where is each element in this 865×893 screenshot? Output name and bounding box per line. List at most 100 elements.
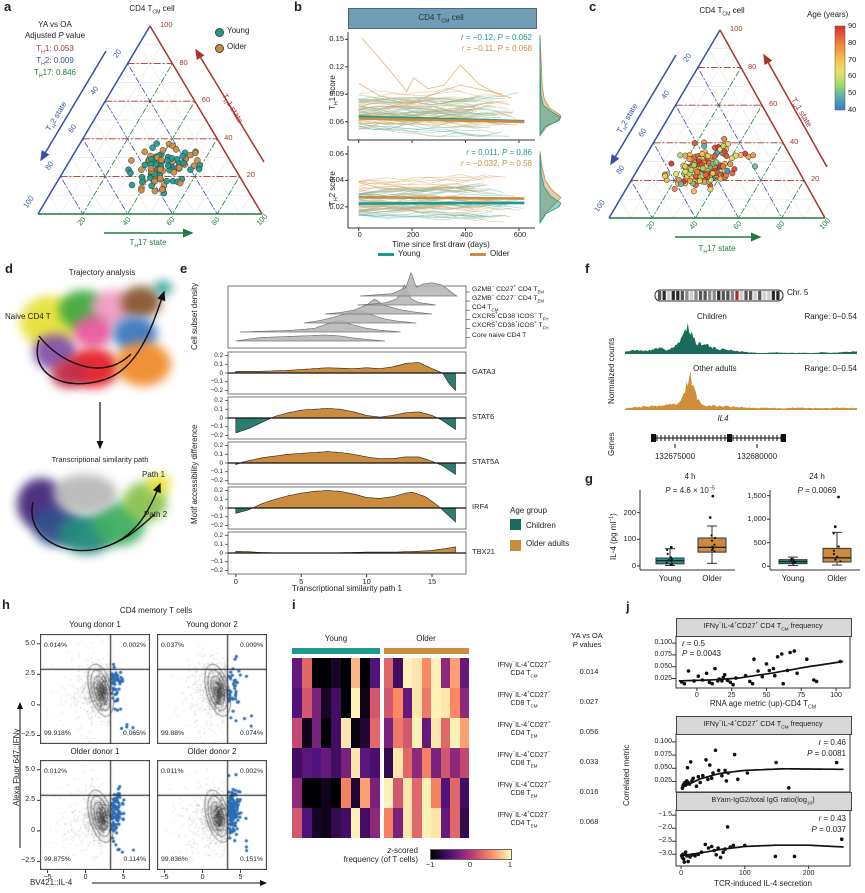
stat-th2: TH2: 0.009	[36, 56, 74, 68]
track-range-other-adults: Range: 0–0.54	[804, 364, 858, 373]
heatmap-cell	[370, 718, 381, 748]
quadrant-ll: 99.918%	[44, 730, 71, 737]
heatmap-cell	[440, 718, 451, 748]
y-tick: 0.050	[654, 662, 672, 670]
heatmap-cell	[402, 808, 413, 838]
tick-th1: 60	[201, 95, 211, 105]
legend-label-older: Older	[227, 42, 247, 51]
heatmap-cell	[301, 688, 313, 718]
heatmap-cell	[321, 808, 332, 838]
x-tick: 0	[83, 874, 88, 881]
x-label-3: TCR-induced IL-4 secretion	[714, 879, 812, 888]
heatmap-cell	[311, 658, 322, 688]
heatmap-cell	[431, 658, 442, 688]
heatmap-cell	[350, 748, 361, 778]
flow-plot-young-donor-2	[157, 634, 267, 744]
y-tick: −0.2	[210, 522, 223, 529]
y-tick: 0.2	[214, 352, 223, 359]
x-tick: −5	[43, 874, 52, 881]
x-tick: 50	[762, 692, 771, 699]
plot-title: CD4 TCM cell	[129, 4, 175, 16]
stat-p-2: P = 0.0081	[807, 749, 846, 758]
y-tick: 0.06	[329, 148, 344, 158]
heatmap-cell	[431, 778, 442, 808]
quadrant-lr: 0.114%	[123, 856, 146, 863]
stat-r-2: r = 0.46	[818, 738, 846, 747]
x-tick: 0	[357, 230, 362, 239]
panel-letter-g: g	[585, 471, 593, 486]
header-1	[676, 618, 852, 637]
panel-h: h CD4 memory T cells Young donor 1 Young…	[0, 597, 272, 893]
panel-letter-c: c	[589, 0, 597, 14]
boxplots	[637, 490, 860, 571]
header-2-text: IFNγ−IL-4+CD27+ CD4 TCM frequency	[703, 719, 823, 731]
row-label: IFNγ−IL-4+CD27+ CD4 TCM	[497, 659, 551, 679]
ternary-plot-a	[37, 25, 265, 238]
heatmap-cell	[459, 658, 470, 688]
row-label: IFNγ−IL-4+CD27+ CD4 TEM	[497, 719, 551, 739]
panel-letter-b: b	[294, 0, 302, 14]
legend-label-children: Children	[526, 521, 556, 530]
quadrant-ll: 99.88%	[161, 730, 185, 737]
heatmap-cell	[393, 748, 404, 778]
flow-plot-young-donor-1	[40, 634, 150, 744]
quadrant-lr: 0.151%	[239, 856, 263, 863]
heatmap-cell	[350, 808, 361, 838]
stat-th17: TH17: 0.846	[33, 68, 77, 80]
coordinate-1: 132675000	[654, 452, 696, 461]
col-title-yd1: Young donor 1	[69, 620, 121, 629]
ridge-label: GZMB− CD27− CD4 TEM	[472, 292, 545, 304]
legend-line-young	[378, 253, 394, 256]
line-plot-b	[345, 32, 562, 231]
heatmap-cell	[370, 808, 381, 838]
heatmap-cell	[321, 658, 332, 688]
quadrant-ul: 0.014%	[44, 642, 68, 649]
stat-young-th2: r = 0.011, P = 0.86	[466, 148, 532, 157]
plot-title: CD4 memory T cells	[119, 606, 193, 615]
heatmap-cell	[421, 748, 432, 778]
ridge-label: GZMB− CD27+ CD4 TEM	[472, 283, 545, 295]
y-tick: −3.0	[658, 850, 672, 858]
flow-plot-older-donor-1	[40, 760, 150, 870]
y-axis-label-motif: Motif accessibility difference	[190, 424, 199, 524]
heatmap-cell	[402, 748, 413, 778]
heatmap-cell	[459, 688, 470, 718]
y-tick: 0.075	[654, 751, 672, 759]
heatmap-cell	[331, 658, 342, 688]
x-tick: 0	[200, 874, 205, 881]
y-tick: 0.100	[654, 737, 672, 745]
x-tick: 5	[299, 577, 304, 586]
y-tick: 0.04	[329, 175, 344, 185]
y-tick: 0	[219, 369, 223, 377]
y-tick: 0.06	[329, 116, 344, 126]
col-title-yd2: Young donor 2	[186, 620, 238, 629]
colorbar-tick: 50	[848, 88, 857, 98]
y-tick: 0	[631, 561, 636, 570]
heatmap-cell	[350, 688, 361, 718]
heatmap-cell	[301, 658, 313, 688]
legend-label-older: Older	[490, 249, 510, 258]
heatmap-cell	[450, 688, 461, 718]
y-tick: 0.1	[214, 450, 223, 458]
heatmap-cell	[311, 778, 322, 808]
y-tick: 0.025	[654, 674, 672, 682]
y-tick: 2.5	[25, 670, 35, 678]
heatmap-cell	[331, 778, 342, 808]
legend-line-older	[470, 253, 486, 256]
panel-a: a CD4 TCM cell YA vs OA Adjusted P value…	[0, 0, 290, 258]
heatmap-cell	[340, 748, 352, 778]
heatmap-cell	[321, 718, 332, 748]
x-tick: −5	[160, 874, 169, 881]
heatmap-cell	[292, 748, 303, 778]
motif-label: STAT6	[472, 412, 495, 421]
panel-letter-h: h	[2, 597, 10, 612]
tick-th1: 20	[811, 174, 820, 184]
heatmap-cell	[311, 718, 322, 748]
genes-label: Genes	[607, 432, 616, 456]
y-tick: −0.2	[210, 387, 223, 394]
heatmap-cell	[292, 808, 303, 838]
subplot-title-4h: 4 h	[684, 472, 696, 481]
y-tick: 0	[761, 561, 766, 571]
heatmap-cell	[412, 658, 423, 688]
panel-d: d Trajectory analysis Naive CD4 T Transc…	[5, 261, 180, 592]
